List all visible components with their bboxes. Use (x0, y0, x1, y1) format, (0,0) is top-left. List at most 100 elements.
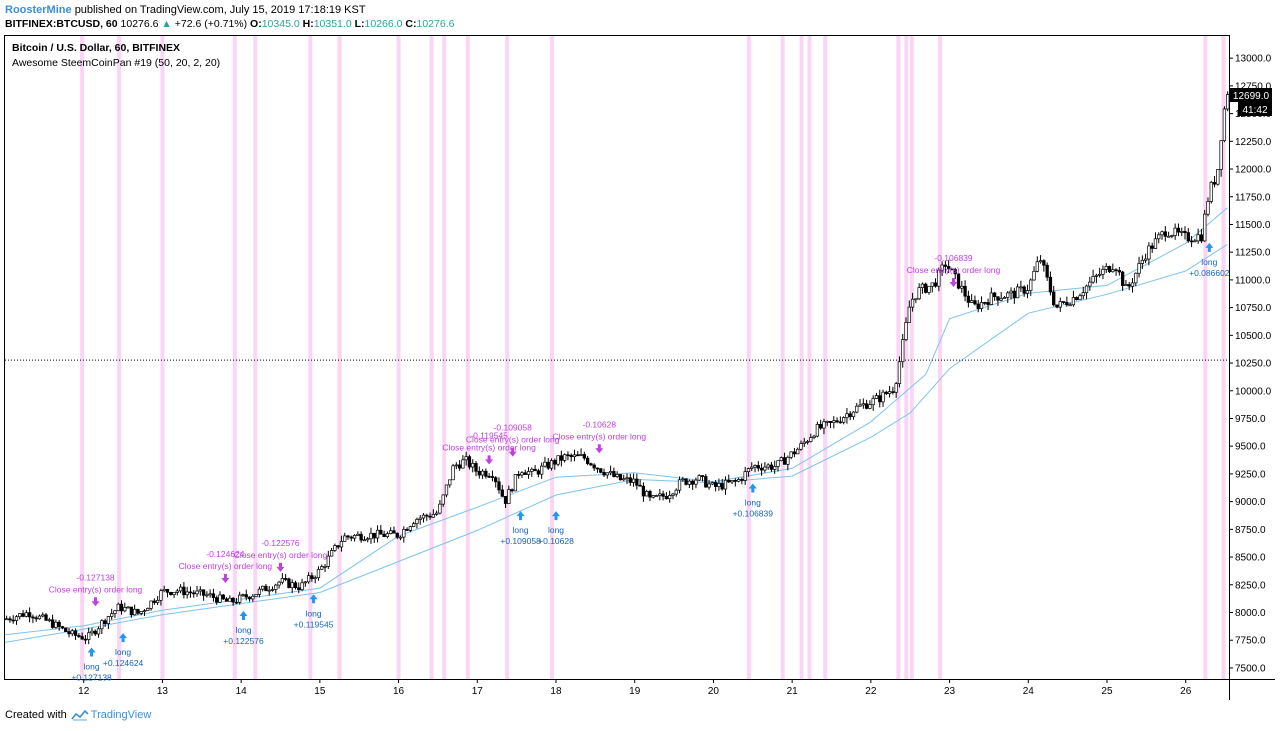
candle (704, 476, 708, 488)
candle (1196, 234, 1200, 242)
candle (192, 592, 196, 595)
candle (1075, 297, 1079, 301)
candle (438, 503, 442, 514)
candle (1137, 263, 1141, 274)
candle (126, 606, 130, 609)
y-tick-label: 11500.0 (1235, 220, 1271, 231)
candle (1107, 266, 1112, 273)
candle (21, 613, 25, 617)
candle (1140, 259, 1144, 264)
candle (727, 479, 731, 483)
candle (215, 597, 219, 603)
candle (316, 568, 321, 579)
candle (80, 636, 84, 640)
candle (533, 468, 537, 472)
candle (1058, 301, 1062, 308)
candle (139, 611, 143, 614)
candle (457, 464, 462, 469)
candle (599, 468, 603, 473)
candle (1025, 290, 1030, 294)
candle (631, 478, 636, 483)
y-tick-label: 8750.0 (1235, 525, 1266, 536)
candle (306, 575, 311, 583)
candle (809, 437, 813, 442)
candle (1147, 245, 1151, 260)
y-tick-label: 10750.0 (1235, 303, 1272, 314)
candle (448, 479, 452, 486)
candle (671, 493, 675, 496)
candle (615, 474, 619, 477)
candle (241, 594, 245, 596)
y-tick-label: 8250.0 (1235, 580, 1266, 591)
price-chart[interactable]: long+0.127138long+0.124624long+0.122576l… (0, 33, 1280, 705)
candle (940, 264, 944, 271)
session-band (465, 36, 470, 679)
candle (270, 589, 275, 591)
tradingview-link[interactable]: TradingView (71, 709, 151, 721)
long-entry-value: +0.124624 (103, 658, 144, 668)
candle (4, 618, 9, 621)
candle (8, 618, 12, 621)
candle (713, 482, 718, 487)
candle (73, 630, 78, 636)
candle (1160, 231, 1164, 236)
candle (766, 464, 770, 468)
y-tick-label: 11250.0 (1235, 248, 1271, 259)
indicator-label[interactable]: Awesome SteemCoinPan #19 (50, 20, 2, 20) (12, 57, 221, 69)
candle (159, 590, 163, 601)
y-tick-label: 10500.0 (1235, 331, 1272, 342)
y-tick-label: 10250.0 (1235, 359, 1272, 370)
candle (434, 512, 439, 515)
session-band (442, 36, 447, 679)
candle (31, 616, 35, 619)
candle (1104, 266, 1108, 270)
candle (641, 485, 646, 497)
candle (1081, 292, 1085, 297)
candle (970, 300, 974, 303)
long-entry-arrow-icon (309, 594, 318, 604)
candle (1078, 295, 1082, 301)
candle (513, 474, 518, 492)
candle (375, 529, 380, 539)
candle (123, 607, 127, 612)
candle (930, 282, 934, 287)
long-entry-value: +0.10628 (538, 536, 574, 546)
candle (924, 283, 928, 293)
close-entry-arrow-icon (595, 444, 604, 454)
candle (595, 467, 600, 470)
session-band (429, 36, 434, 679)
candle (1022, 286, 1026, 294)
close-entry-value: -0.127138 (76, 572, 115, 582)
candle (1173, 227, 1177, 236)
candle (723, 479, 728, 490)
x-tick-label: 16 (393, 686, 405, 697)
candle (244, 594, 248, 598)
author-link[interactable]: RoosterMine (5, 4, 72, 16)
candle (421, 514, 426, 519)
candle (146, 608, 150, 612)
candle (838, 421, 843, 424)
candle (933, 282, 938, 287)
candle (293, 582, 298, 589)
candle (943, 264, 948, 267)
close-entry-arrow-icon (276, 562, 285, 572)
candle (828, 420, 833, 423)
candle (313, 577, 317, 580)
high-value: 10351.0 (313, 18, 352, 30)
candle (884, 391, 888, 394)
close-entry-value: -0.119545 (470, 430, 508, 440)
candle (224, 598, 229, 602)
candle (172, 592, 176, 595)
y-tick-label: 13000.0 (1235, 54, 1272, 65)
candle (264, 585, 268, 592)
candle (612, 471, 616, 477)
candle (864, 403, 869, 409)
candle (855, 405, 859, 413)
candle (155, 599, 160, 603)
candle (658, 493, 662, 496)
candle (553, 460, 557, 465)
candle (234, 601, 239, 604)
candle (471, 463, 475, 468)
candle (812, 435, 816, 438)
candle (796, 448, 800, 455)
